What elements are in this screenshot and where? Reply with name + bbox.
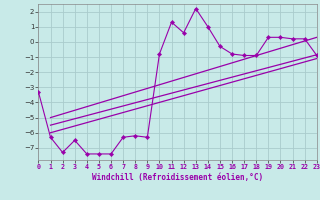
- X-axis label: Windchill (Refroidissement éolien,°C): Windchill (Refroidissement éolien,°C): [92, 173, 263, 182]
